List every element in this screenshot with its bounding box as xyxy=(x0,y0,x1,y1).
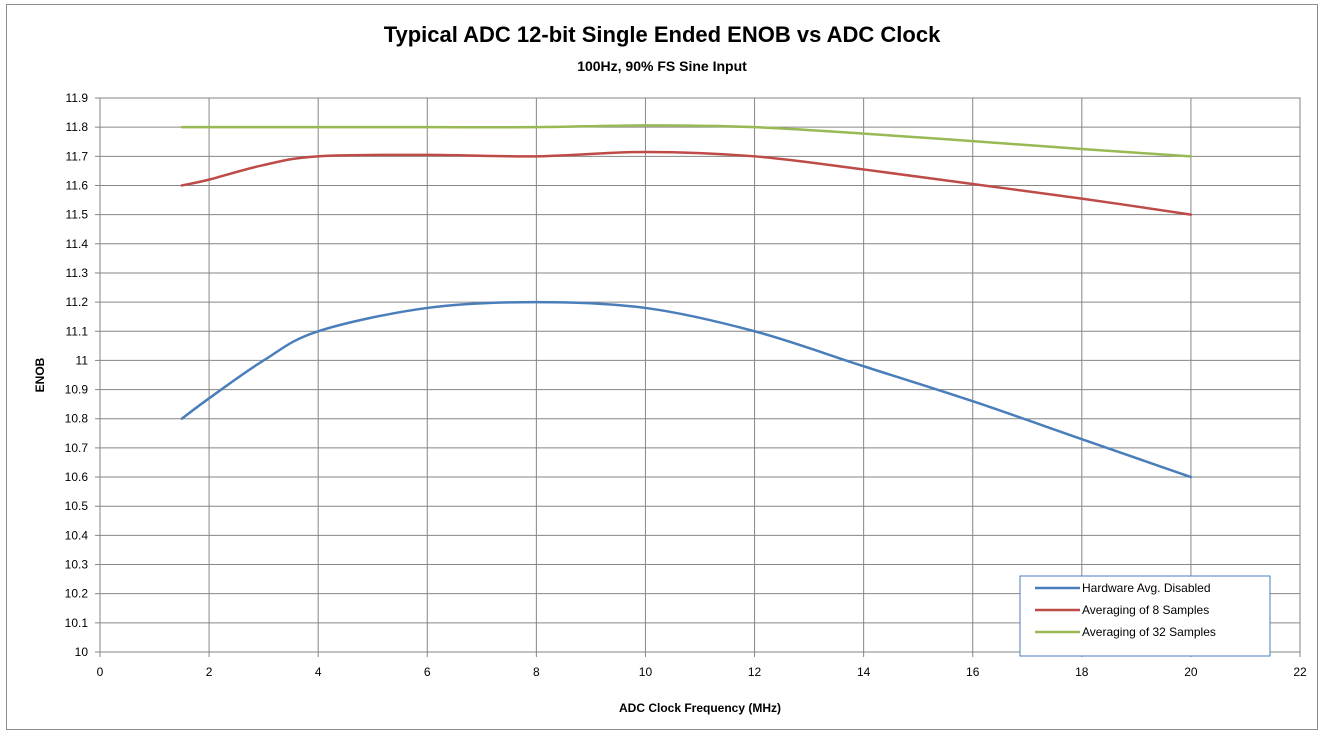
y-tick-label: 10.6 xyxy=(65,470,89,484)
x-tick-label: 20 xyxy=(1184,665,1198,679)
series-line-2 xyxy=(180,150,1193,216)
y-axis-ticks: 10 10.1 10.2 10.3 10.4 10.5 10.6 10.7 10.8 10.9 11… xyxy=(65,91,100,659)
x-axis-ticks: 0 2 4 6 8 10 12 14 16 18 20 22 xyxy=(97,652,1307,679)
y-tick-label: 11.1 xyxy=(66,324,89,338)
legend: Hardware Avg. Disabled Averaging of 8 Sam… xyxy=(1019,575,1271,657)
x-tick-label: 12 xyxy=(748,665,762,679)
chart-subtitle: 100Hz, 90% FS Sine Input xyxy=(577,58,747,74)
x-tick-label: 0 xyxy=(97,665,104,679)
legend-items: Hardware Avg. Disabled Averaging of 8 Sam… xyxy=(1035,581,1216,639)
legend-label-3: Averaging of 32 Samples xyxy=(1082,625,1216,639)
y-tick-label: 11.9 xyxy=(66,91,89,105)
y-tick-label: 11.7 xyxy=(66,149,89,163)
x-tick-label: 6 xyxy=(424,665,431,679)
x-tick-label: 2 xyxy=(206,665,213,679)
y-tick-label: 10.9 xyxy=(65,383,89,397)
y-tick-label: 10.1 xyxy=(65,616,89,630)
x-axis-title: ADC Clock Frequency (MHz) xyxy=(619,701,781,715)
y-tick-label: 10.4 xyxy=(65,528,89,542)
legend-label-2: Averaging of 8 Samples xyxy=(1082,603,1209,617)
y-tick-label: 11.2 xyxy=(66,295,89,309)
y-tick-label: 10.5 xyxy=(65,499,89,513)
y-tick-label: 11.5 xyxy=(66,208,89,222)
y-tick-label: 11 xyxy=(76,353,89,367)
x-tick-label: 4 xyxy=(315,665,322,679)
x-tick-label: 22 xyxy=(1293,665,1307,679)
grid xyxy=(99,97,1301,653)
y-tick-label: 10.2 xyxy=(65,587,89,601)
series-line-3 xyxy=(180,124,1193,158)
x-tick-label: 10 xyxy=(639,665,653,679)
legend-label-1: Hardware Avg. Disabled xyxy=(1082,581,1211,595)
x-tick-label: 8 xyxy=(533,665,540,679)
x-tick-label: 18 xyxy=(1075,665,1089,679)
legend-box xyxy=(1019,575,1271,657)
series-lines xyxy=(180,124,1193,479)
y-tick-label: 10 xyxy=(75,645,89,659)
plot-area xyxy=(99,97,1301,653)
y-tick-label: 10.8 xyxy=(65,412,89,426)
y-axis-title: ENOB xyxy=(33,357,47,392)
series-line-1 xyxy=(180,300,1193,479)
chart-title: Typical ADC 12-bit Single Ended ENOB vs … xyxy=(383,22,941,47)
y-tick-label: 10.7 xyxy=(65,441,89,455)
y-tick-label: 11.3 xyxy=(66,266,89,280)
x-tick-label: 14 xyxy=(857,665,871,679)
y-tick-label: 11.4 xyxy=(66,237,89,251)
y-tick-label: 11.8 xyxy=(66,120,89,134)
y-tick-label: 11.6 xyxy=(66,178,89,192)
y-tick-label: 10.3 xyxy=(65,558,89,572)
x-tick-label: 16 xyxy=(966,665,980,679)
